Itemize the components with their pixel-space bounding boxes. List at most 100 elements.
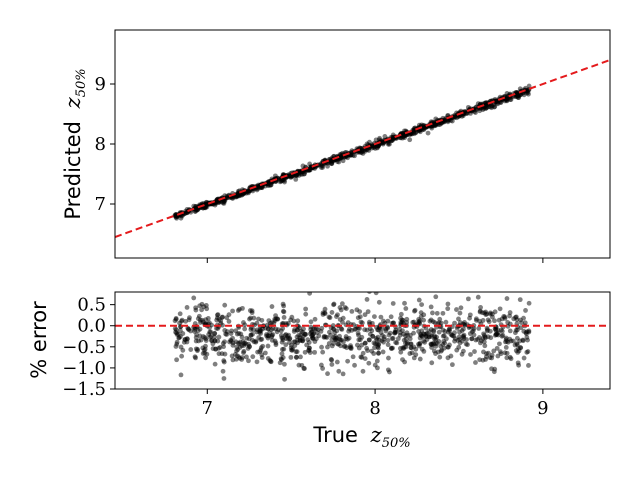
top-point-857 [492, 104, 498, 109]
bottom-point-943 [411, 319, 417, 325]
bottom-point-347 [188, 347, 194, 352]
bottom-point-776 [442, 329, 448, 334]
bottom-point-897 [331, 301, 337, 307]
bottom-point-783 [314, 330, 320, 335]
bottom-point-541 [230, 342, 236, 348]
bottom-x-ticks: 7 8 9 [202, 389, 549, 419]
bottom-point-363 [216, 334, 222, 340]
bottom-point-600 [461, 332, 467, 338]
bottom-point-949 [258, 347, 264, 353]
bottom-point-894 [345, 358, 351, 364]
top-point-898 [272, 173, 278, 179]
bottom-point-982 [413, 346, 419, 352]
bottom-point-603 [411, 355, 417, 361]
bottom-point-566 [437, 354, 443, 360]
bottom-point-331 [372, 314, 377, 319]
bottom-point-630 [485, 334, 491, 340]
bottom-point-989 [241, 343, 247, 348]
top-point-993 [473, 104, 479, 110]
bottom-point-584 [224, 332, 230, 337]
bottom-point-419 [329, 310, 335, 315]
bottom-point-0 [178, 372, 184, 378]
bottom-point-794 [431, 327, 436, 333]
bottom-point-24 [482, 343, 488, 349]
bottom-point-215 [457, 310, 463, 316]
bottom-point-536 [521, 355, 527, 361]
bottom-point-946 [419, 333, 425, 339]
bottom-point-350 [230, 308, 235, 314]
bottom-point-688 [288, 354, 294, 360]
bottom-point-995 [503, 344, 509, 350]
bottom-point-890 [412, 308, 417, 314]
bottom-point-869 [467, 315, 472, 321]
bottom-point-854 [197, 317, 203, 323]
bottom-point-852 [173, 327, 179, 333]
bottom-point-310 [325, 344, 330, 350]
bottom-point-529 [303, 331, 309, 337]
bottom-point-542 [307, 292, 313, 296]
bottom-point-849 [283, 342, 289, 348]
bottom-point-605 [409, 350, 415, 356]
bottom-point-911 [398, 311, 404, 317]
bottom-point-253 [179, 353, 185, 359]
bottom-y-ticks: 0.50.0−0.5−1.0−1.5 [62, 295, 115, 400]
top-point-949 [258, 185, 264, 190]
top-point-998 [203, 205, 209, 211]
bottom-point-767 [481, 349, 486, 355]
top-point-999 [287, 173, 293, 179]
bottom-point-10 [282, 376, 287, 382]
bottom-point-829 [507, 328, 513, 334]
bottom-point-772 [308, 327, 314, 332]
bottom-point-716 [174, 357, 180, 363]
bottom-y-tick-label-4: −1.5 [62, 379, 106, 400]
bottom-point-409 [222, 351, 228, 357]
bottom-point-287 [320, 366, 326, 371]
bottom-point-745 [422, 339, 428, 345]
bottom-point-887 [503, 335, 509, 341]
bottom-point-893 [184, 305, 190, 310]
bottom-point-838 [449, 362, 455, 368]
top-y-axis-label-var: z [61, 96, 85, 109]
bottom-point-87 [303, 311, 309, 317]
top-point-977 [452, 115, 457, 120]
bottom-y-axis-label: % error [27, 301, 51, 379]
bottom-point-778 [254, 329, 260, 335]
top-point-951 [237, 192, 243, 197]
top-y-ticks: 7 8 9 [95, 74, 115, 215]
bottom-point-679 [298, 332, 304, 338]
top-y-axis-label-word: Predicted [61, 121, 85, 220]
bottom-point-249 [250, 354, 256, 360]
bottom-point-719 [280, 320, 286, 326]
bottom-point-589 [376, 299, 382, 305]
bottom-point-336 [340, 371, 346, 377]
bottom-point-669 [308, 319, 314, 325]
bottom-point-625 [306, 340, 312, 345]
top-point-844 [300, 163, 306, 169]
bottom-point-169 [430, 310, 435, 316]
bottom-point-979 [269, 304, 275, 309]
bottom-point-68 [319, 344, 324, 350]
bottom-x-axis-label-var: z [370, 423, 383, 447]
bottom-point-86 [429, 360, 435, 366]
bottom-point-986 [327, 329, 332, 335]
top-point-672 [526, 91, 531, 97]
bottom-point-833 [403, 306, 409, 311]
bottom-point-956 [357, 309, 363, 314]
bottom-point-449 [254, 359, 260, 365]
bottom-point-812 [241, 348, 247, 354]
bottom-point-820 [230, 357, 236, 363]
bottom-point-940 [427, 318, 433, 324]
top-y-tick-label-0: 7 [95, 194, 106, 215]
bottom-point-923 [400, 317, 406, 323]
bottom-point-963 [390, 345, 395, 351]
bottom-point-615 [359, 320, 365, 326]
top-y-axis-label: Predicted z50% [61, 68, 89, 219]
bottom-point-858 [289, 347, 295, 353]
bottom-point-155 [329, 357, 335, 363]
bottom-point-397 [526, 300, 532, 306]
bottom-point-709 [374, 358, 380, 364]
bottom-point-129 [426, 391, 431, 396]
bottom-point-197 [477, 340, 483, 346]
bottom-point-769 [438, 348, 444, 354]
bottom-point-153 [416, 297, 422, 303]
